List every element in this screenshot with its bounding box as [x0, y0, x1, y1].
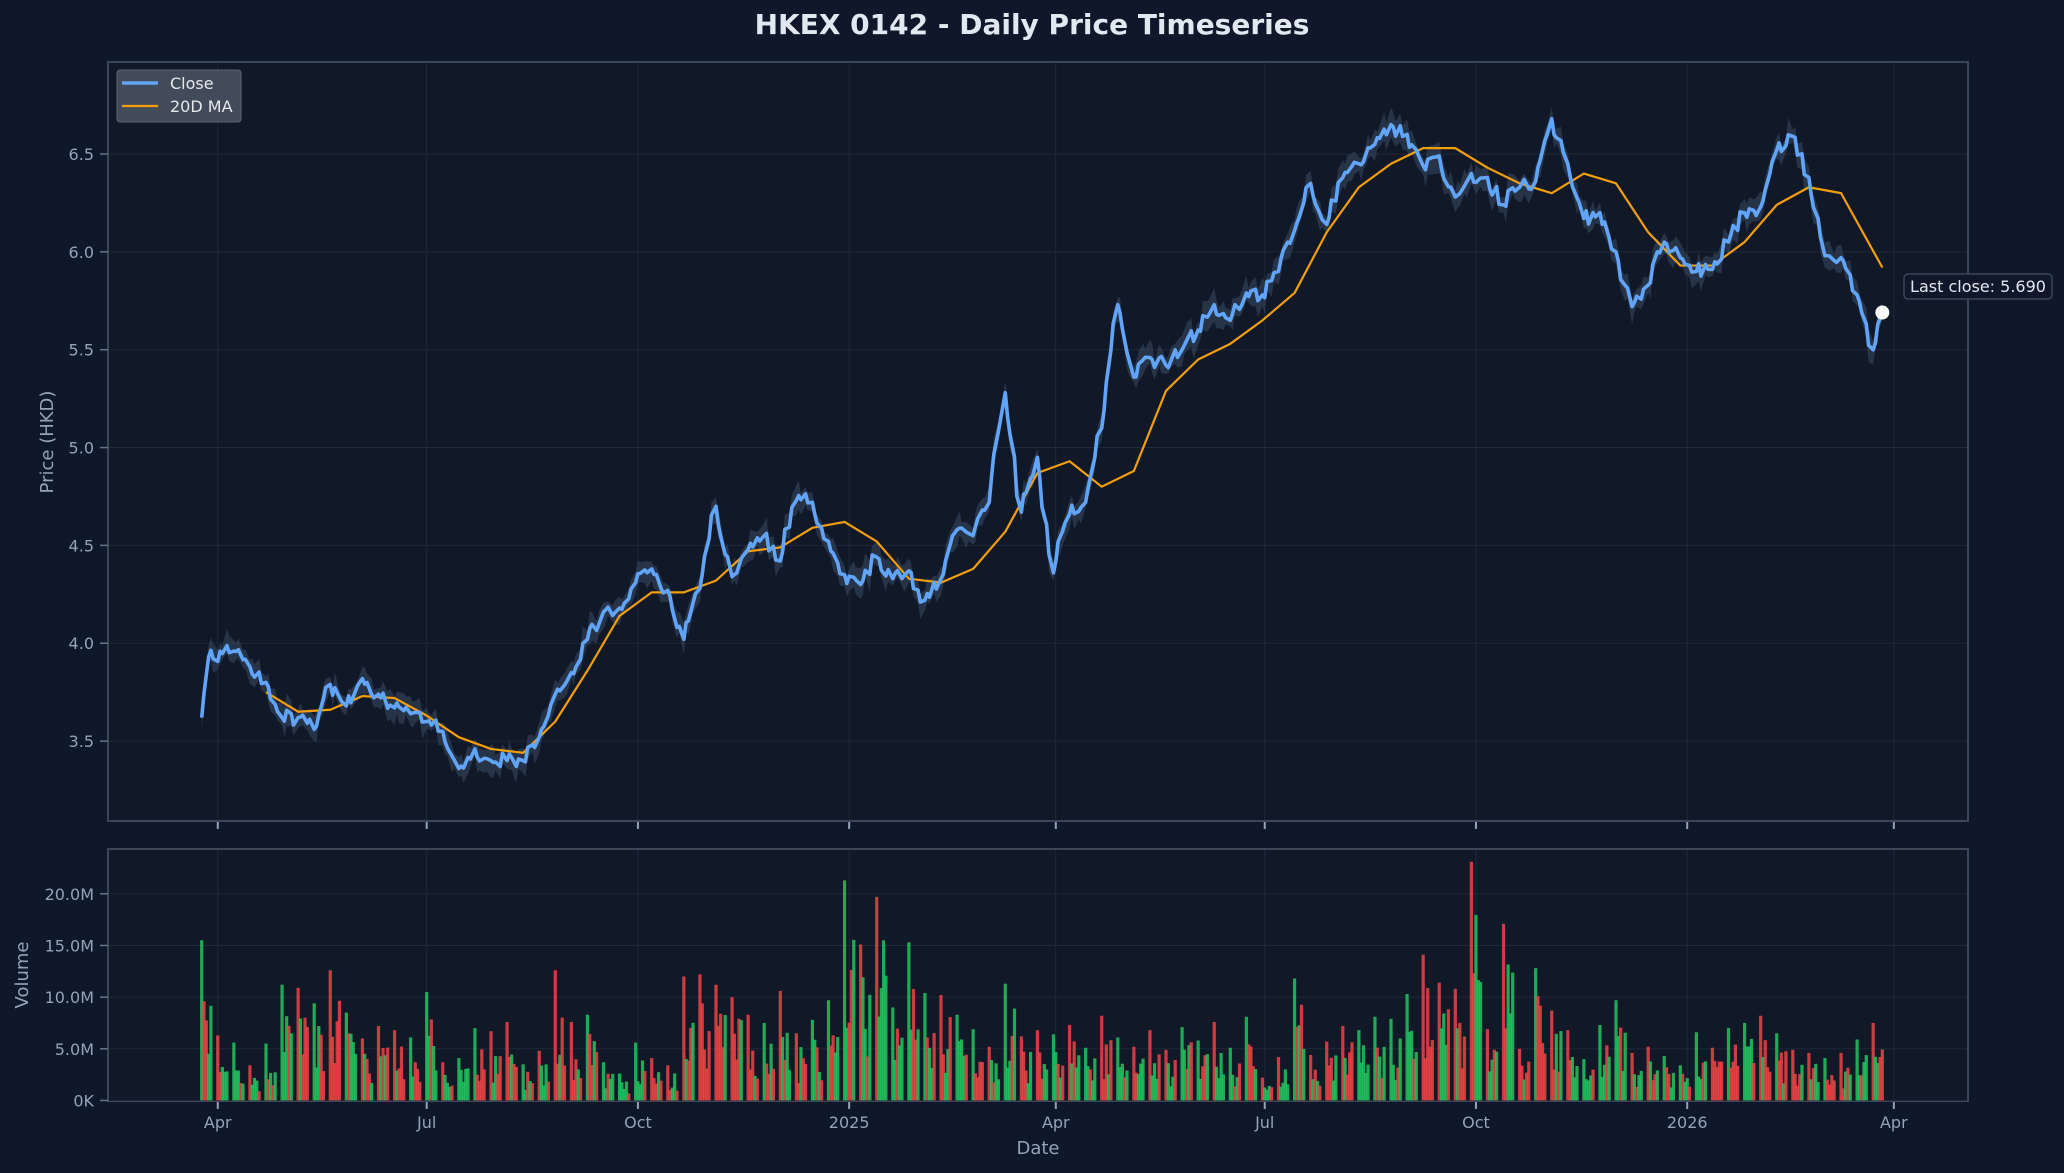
ma-20d-line — [265, 147, 1884, 754]
svg-text:Apr: Apr — [204, 1113, 232, 1132]
svg-text:Oct: Oct — [624, 1113, 652, 1132]
svg-text:6.5: 6.5 — [69, 145, 94, 164]
last-close-annotation: Last close: 5.690 — [1903, 273, 2053, 300]
price-panel — [107, 61, 1969, 822]
date-x-ticks: Apr Jul Oct 2025 Apr Jul Oct 2026 Apr — [204, 1102, 1908, 1132]
svg-text:Apr: Apr — [1880, 1113, 1908, 1132]
price-y-axis-label: Price (HKD) — [37, 391, 58, 494]
volume-bars — [200, 861, 1884, 1101]
svg-text:2025: 2025 — [829, 1113, 870, 1132]
last-close-label: Last close: 5.690 — [1910, 277, 2046, 296]
svg-text:20.0M: 20.0M — [45, 885, 94, 904]
close-price-line — [199, 116, 1885, 771]
svg-text:Jul: Jul — [1254, 1113, 1274, 1132]
volume-y-axis-label: Volume — [12, 942, 33, 1009]
svg-text:15.0M: 15.0M — [45, 936, 94, 955]
legend-ma-label: 20D MA — [170, 97, 233, 116]
legend: Close 20D MA — [116, 69, 242, 123]
price-y-ticks: 3.5 4.0 4.5 5.0 5.5 6.0 6.5 — [69, 145, 108, 751]
svg-text:2026: 2026 — [1667, 1113, 1708, 1132]
svg-text:Jul: Jul — [416, 1113, 436, 1132]
chart-title: HKEX 0142 - Daily Price Timeseries — [754, 8, 1310, 41]
svg-text:0K: 0K — [73, 1091, 94, 1110]
svg-text:5.5: 5.5 — [69, 341, 94, 360]
svg-text:Oct: Oct — [1462, 1113, 1490, 1132]
last-close-marker — [1875, 305, 1890, 320]
svg-text:4.5: 4.5 — [69, 536, 94, 555]
svg-text:4.0: 4.0 — [69, 634, 94, 653]
legend-close-label: Close — [170, 74, 214, 93]
svg-text:5.0M: 5.0M — [55, 1040, 94, 1059]
x-axis-label: Date — [1016, 1138, 1059, 1159]
volume-y-ticks: 0K 5.0M 10.0M 15.0M 20.0M — [45, 885, 108, 1110]
svg-text:6.0: 6.0 — [69, 243, 94, 262]
svg-text:10.0M: 10.0M — [45, 988, 94, 1007]
svg-text:Apr: Apr — [1042, 1113, 1070, 1132]
price-grid — [109, 63, 1967, 820]
svg-text:5.0: 5.0 — [69, 439, 94, 458]
svg-text:3.5: 3.5 — [69, 732, 94, 751]
price-x-ticks — [216, 822, 1895, 829]
